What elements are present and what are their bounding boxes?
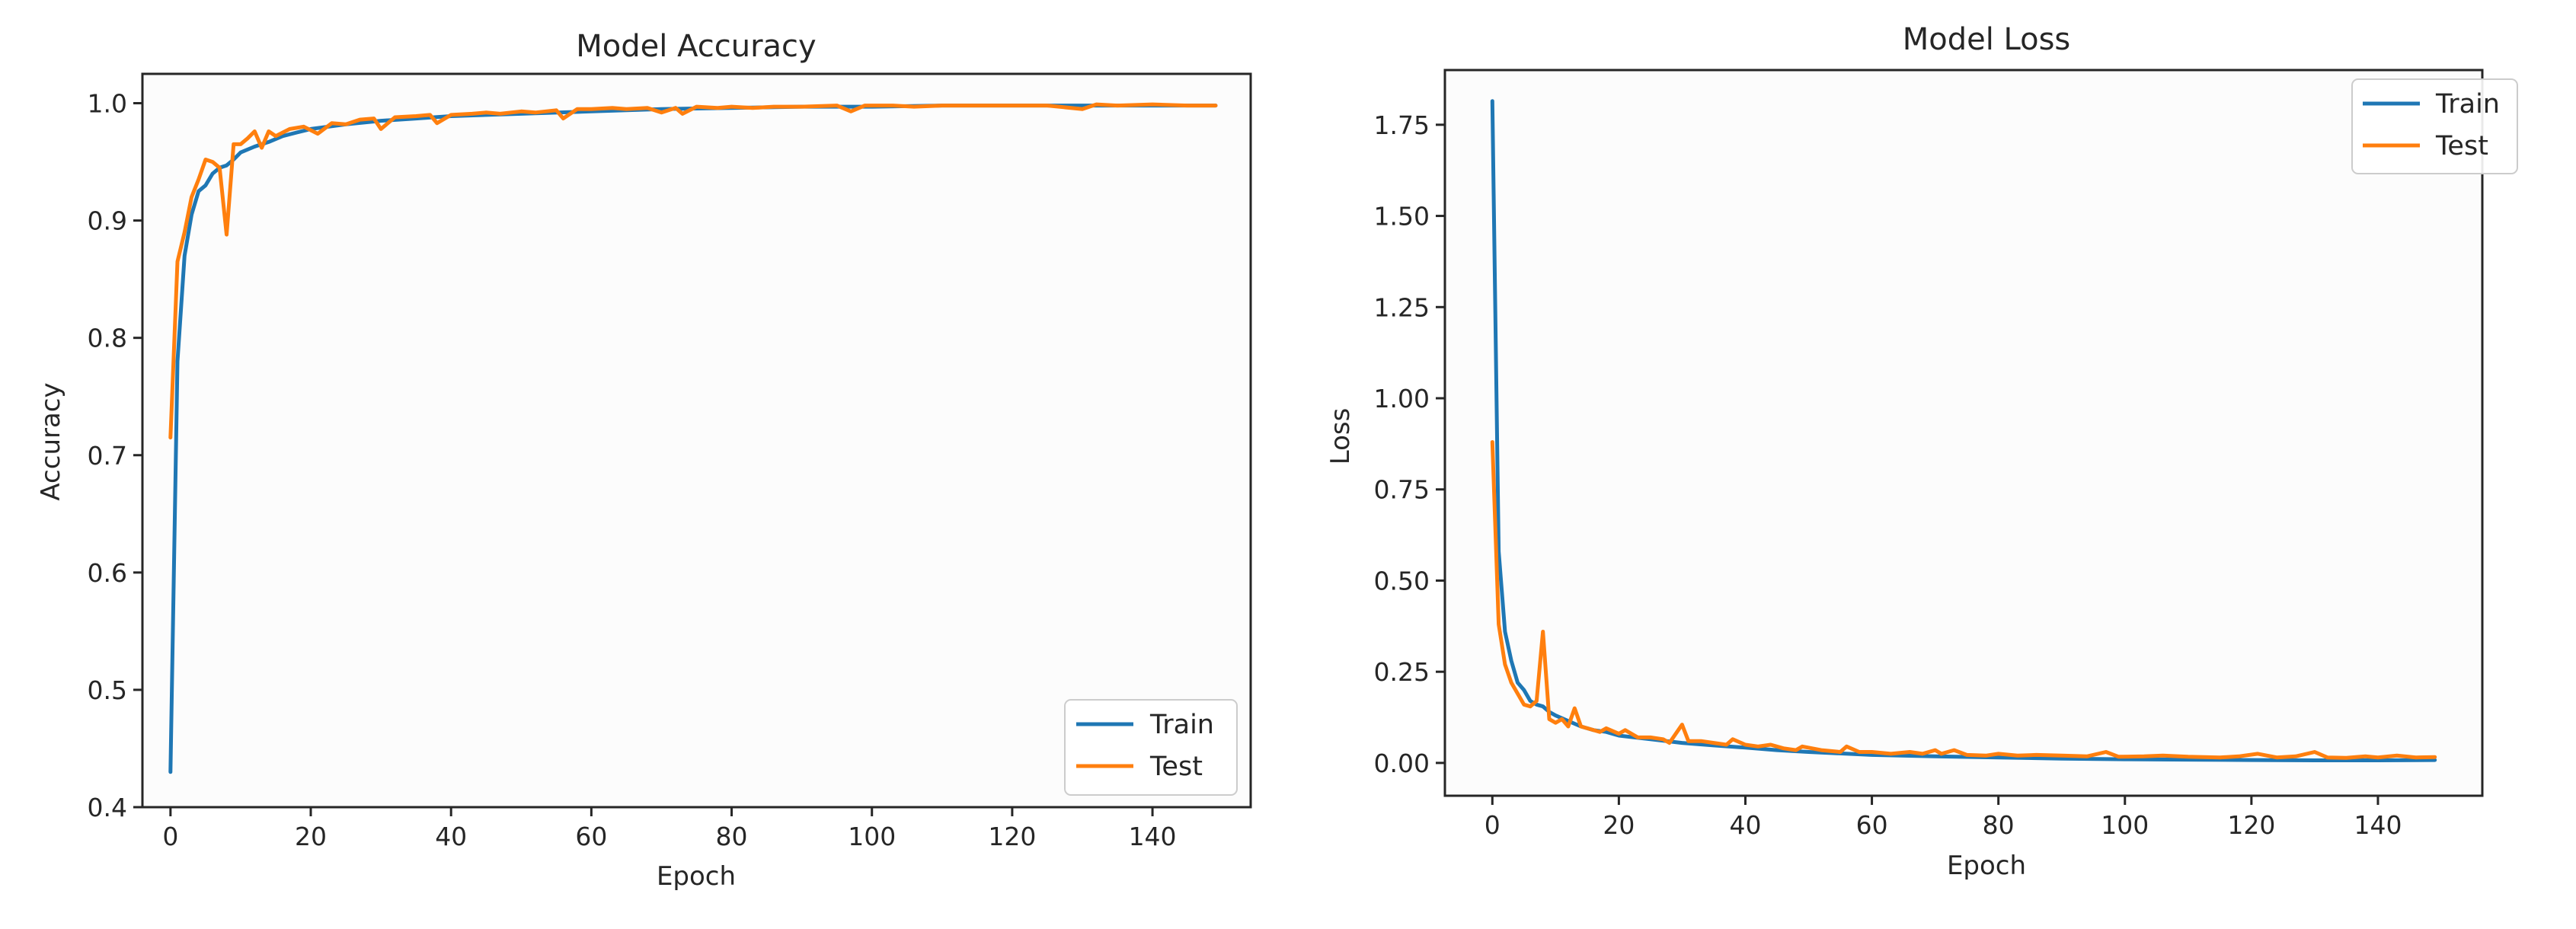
accuracy-legend-train-label: Train <box>1149 710 1214 740</box>
accuracy-chart-title: Model Accuracy <box>576 29 816 64</box>
accuracy-legend: Train Test <box>1064 699 1238 796</box>
loss-x-tick-label: 0 <box>1485 810 1501 840</box>
loss-y-tick-label: 0.75 <box>1374 475 1430 505</box>
accuracy-y-tick-label: 0.6 <box>88 558 127 588</box>
loss-x-tick-label: 140 <box>2354 810 2402 840</box>
accuracy-chart: Model Accuracy Epoch Accuracy 0 20 40 60 80 1… <box>36 29 1252 892</box>
accuracy-x-axis-label: Epoch <box>657 861 736 892</box>
loss-y-tick-label: 1.75 <box>1374 110 1430 140</box>
accuracy-x-tick-label: 60 <box>575 822 607 851</box>
loss-x-tick-label: 100 <box>2101 810 2149 840</box>
loss-y-tick-label: 1.00 <box>1374 384 1430 413</box>
loss-x-axis-label: Epoch <box>1947 851 2026 881</box>
loss-x-tick-label: 20 <box>1603 810 1635 840</box>
accuracy-x-tick-label: 40 <box>435 822 467 851</box>
accuracy-x-tick-label: 80 <box>716 822 748 851</box>
loss-chart-title: Model Loss <box>1903 22 2071 57</box>
accuracy-x-tick-label: 140 <box>1129 822 1177 851</box>
loss-legend-test-label: Test <box>2435 131 2488 161</box>
loss-y-axis-label: Loss <box>1325 408 1356 465</box>
accuracy-x-tick-label: 20 <box>295 822 327 851</box>
accuracy-x-ticks: 0 20 40 60 80 100 120 140 <box>162 807 1177 851</box>
loss-y-tick-label: 0.25 <box>1374 657 1430 687</box>
loss-test-line <box>1490 440 2437 760</box>
loss-x-tick-label: 60 <box>1856 810 1888 840</box>
accuracy-series-lines <box>168 102 1218 774</box>
accuracy-plot-area <box>141 72 1252 809</box>
loss-legend-train-label: Train <box>2435 89 2500 120</box>
loss-legend: Train Test <box>2351 78 2518 174</box>
loss-y-ticks: 0.00 0.25 0.50 0.75 1.00 1.25 1.50 1.75 <box>1374 110 1445 778</box>
accuracy-y-ticks: 0.4 0.5 0.6 0.7 0.8 0.9 1.0 <box>88 89 142 822</box>
accuracy-y-tick-label: 0.4 <box>88 793 127 822</box>
accuracy-x-tick-label: 120 <box>988 822 1036 851</box>
loss-x-tick-label: 80 <box>1983 810 2015 840</box>
accuracy-y-tick-label: 1.0 <box>88 89 127 119</box>
accuracy-y-tick-label: 0.7 <box>88 441 127 471</box>
accuracy-y-tick-label: 0.8 <box>88 324 127 353</box>
accuracy-y-axis-label: Accuracy <box>36 382 66 500</box>
accuracy-x-tick-label: 100 <box>848 822 896 851</box>
accuracy-x-tick-label: 0 <box>162 822 178 851</box>
accuracy-test-line <box>168 102 1218 440</box>
loss-plot-area <box>1443 69 2484 797</box>
accuracy-y-tick-label: 0.9 <box>88 206 127 236</box>
accuracy-legend-test-label: Test <box>1149 752 1203 782</box>
loss-y-tick-label: 0.50 <box>1374 566 1430 595</box>
loss-x-tick-label: 40 <box>1729 810 1761 840</box>
loss-x-ticks: 0 20 40 60 80 100 120 140 <box>1485 796 2402 840</box>
loss-y-tick-label: 1.50 <box>1374 202 1430 231</box>
loss-y-tick-label: 0.00 <box>1374 749 1430 778</box>
accuracy-y-tick-label: 0.5 <box>88 675 127 705</box>
loss-chart: Model Loss Epoch Loss 0 20 40 60 80 100 120 140… <box>1325 22 2518 881</box>
loss-series-lines <box>1490 99 2437 762</box>
loss-x-tick-label: 120 <box>2227 810 2275 840</box>
loss-y-tick-label: 1.25 <box>1374 292 1430 322</box>
